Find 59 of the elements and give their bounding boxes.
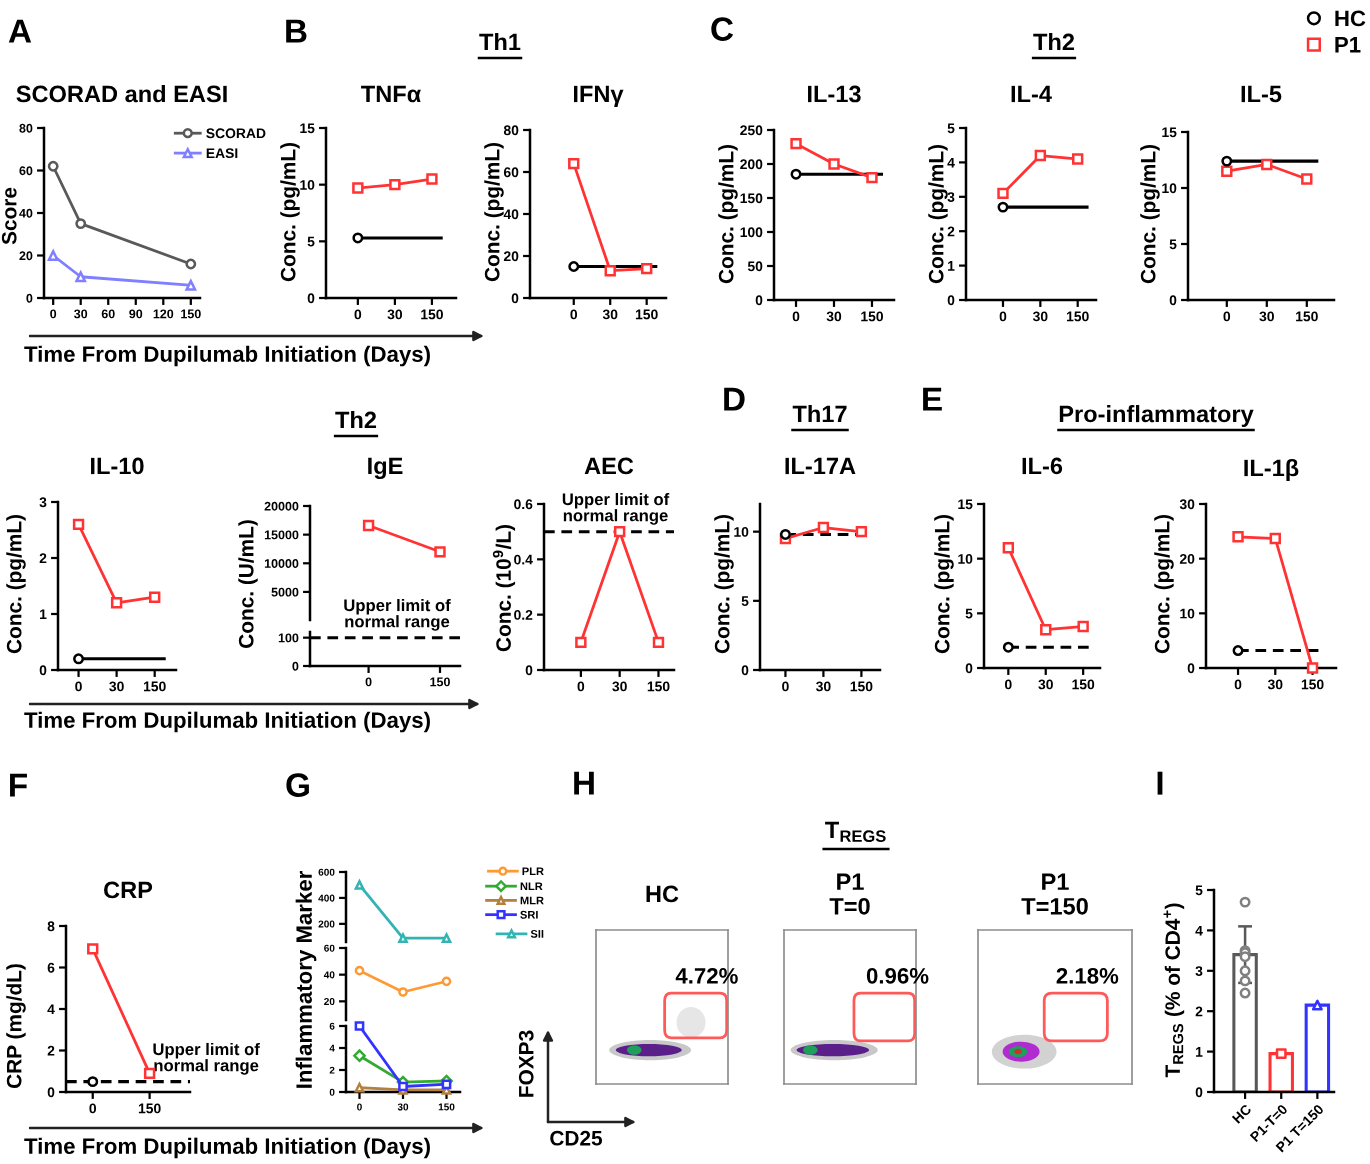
chart-title: IgE: [368, 457, 403, 479]
text: HC: [646, 885, 679, 903]
text: Th1: [479, 33, 521, 51]
text: C: [711, 17, 734, 41]
ref-line-label: Upper limit of normal range: [344, 598, 451, 631]
x-axis-title: Time From Dupilumab Initiation (Days): [24, 711, 430, 733]
chart-title: AEC: [584, 457, 634, 475]
text: F: [10, 773, 27, 797]
y-axis-title: Conc. (pg/mL): [934, 515, 954, 654]
text: A: [8, 19, 32, 43]
chart-title: IFNγ: [574, 85, 624, 107]
text: P1 T=0: [829, 873, 870, 915]
chart-title: TNFα: [361, 85, 421, 103]
text: G: [286, 773, 309, 797]
chart-title: IL-6: [1022, 457, 1063, 475]
chart-title: IL-4: [1011, 85, 1052, 103]
y-axis-title: Conc. (pg/mL): [1154, 515, 1174, 654]
y-axis-title: Score: [1, 187, 17, 245]
text: E: [923, 387, 942, 411]
x-axis-title: Time From Dupilumab Initiation (Days): [24, 345, 430, 367]
y-axis-title: Conc. (pg/mL): [6, 515, 26, 654]
y-axis-title: Conc. (pg/mL): [1140, 145, 1160, 284]
x-axis-title: Time From Dupilumab Initiation (Days): [24, 1137, 430, 1159]
text: FOXP3: [518, 1030, 534, 1097]
text: I: [1157, 771, 1163, 795]
y-axis-title: Conc. (pg/mL): [484, 143, 504, 282]
y-axis-title: Conc. (pg/mL): [714, 515, 734, 654]
y-axis-title: Conc. (U/mL): [238, 520, 258, 648]
legend-label: HC: [1335, 10, 1366, 27]
y-axis-title: Inflammatory Marker: [295, 871, 317, 1088]
text: 0.96%: [866, 967, 929, 984]
text: 4.72%: [675, 967, 738, 984]
text: Th2: [335, 410, 377, 429]
text: CD25: [550, 1130, 603, 1146]
text: D: [724, 387, 745, 411]
y-axis-title: Conc. (pg/mL): [718, 145, 738, 284]
ref-line-label: Upper limit of normal range: [153, 1042, 260, 1075]
text: Pro-inflammatory: [1059, 404, 1254, 428]
text: Th17: [792, 404, 847, 423]
chart-title: IL-1β: [1244, 458, 1299, 481]
chart-title: IL-5: [1241, 85, 1282, 103]
chart-title: IL-17A: [785, 457, 856, 475]
text: T$_{REGS}$: [825, 821, 886, 842]
chart-title: IL-13: [808, 85, 861, 103]
y-axis-title: Conc. (pg/mL): [280, 143, 300, 282]
chart-title: CRP: [104, 881, 153, 899]
y-axis-title: Conc. (10$^{9}$/L): [492, 525, 516, 652]
ref-line-label: Upper limit of normal range: [562, 492, 670, 525]
chart-title: SCORAD and EASI: [16, 85, 227, 103]
chart-title: IL-10: [91, 457, 144, 475]
text: P1 T=150: [1021, 873, 1088, 915]
text: B: [286, 19, 307, 43]
text: 2.18%: [1056, 967, 1119, 984]
y-axis-title: CRP (mg/dL): [6, 964, 26, 1089]
y-axis-title: T$_{REGS}$ (% of CD4$^{+}$): [1163, 903, 1185, 1078]
text: Th2: [1033, 33, 1075, 51]
text: H: [574, 771, 594, 795]
y-axis-title: Conc. (pg/mL): [928, 145, 948, 284]
legend-label: P1: [1335, 37, 1361, 53]
